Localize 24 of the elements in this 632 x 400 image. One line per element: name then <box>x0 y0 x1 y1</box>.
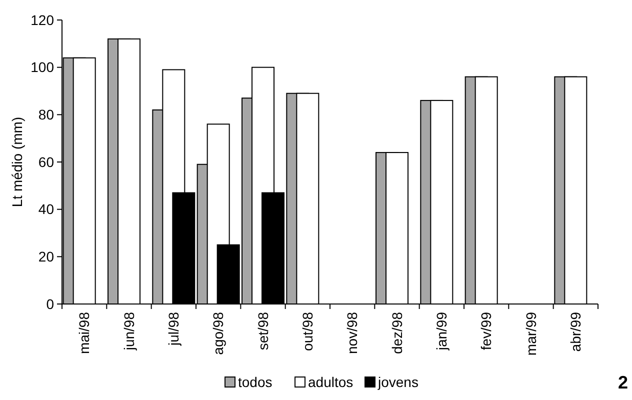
legend-label: adultos <box>308 374 354 390</box>
y-tick-label: 0 <box>46 296 54 312</box>
y-tick-label: 120 <box>30 12 54 28</box>
x-tick-label: nov/98 <box>344 312 360 354</box>
x-tick-label: jul/98 <box>166 312 182 346</box>
y-tick-label: 40 <box>38 201 54 218</box>
y-tick-label: 20 <box>38 248 54 265</box>
x-tick-label: fev/99 <box>478 312 494 350</box>
x-tick-label: mai/98 <box>76 312 92 354</box>
x-tick-label: jun/98 <box>120 312 137 352</box>
legend-label: jovens <box>377 374 418 390</box>
x-tick-label: abr/99 <box>568 312 584 352</box>
legend-label: todos <box>238 374 272 390</box>
x-tick-label: ago/98 <box>210 312 226 355</box>
text: 2 <box>618 372 628 392</box>
x-tick-label: set/98 <box>254 312 271 350</box>
y-tick-label: 80 <box>38 106 54 123</box>
x-tick-label: dez/98 <box>388 312 405 354</box>
y-tick-label: 100 <box>30 59 54 76</box>
x-tick-label: out/98 <box>300 312 316 351</box>
x-tick-label: jan/99 <box>434 312 450 352</box>
y-axis-title: Lt médio (mm) <box>9 116 25 208</box>
x-tick-label: mar/99 <box>522 312 539 356</box>
y-tick-label: 60 <box>38 154 54 170</box>
